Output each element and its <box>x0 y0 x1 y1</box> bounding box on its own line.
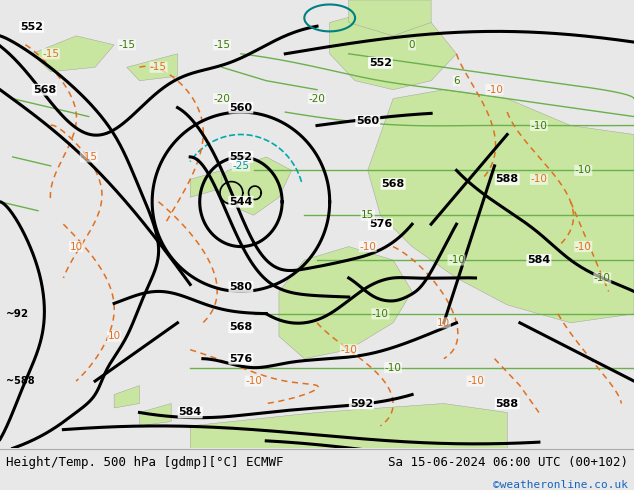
Polygon shape <box>32 36 114 72</box>
Text: 552: 552 <box>230 152 252 162</box>
Text: 15: 15 <box>361 210 374 220</box>
Text: -10: -10 <box>359 242 376 251</box>
Text: 588: 588 <box>496 398 519 409</box>
Text: 568: 568 <box>382 179 404 189</box>
Text: Height/Temp. 500 hPa [gdmp][°C] ECMWF: Height/Temp. 500 hPa [gdmp][°C] ECMWF <box>6 456 284 469</box>
Text: 588: 588 <box>496 174 519 184</box>
Polygon shape <box>190 171 222 197</box>
Text: 576: 576 <box>230 354 252 364</box>
Polygon shape <box>368 90 634 323</box>
Text: -10: -10 <box>575 242 592 251</box>
Text: 568: 568 <box>33 85 56 95</box>
Text: 560: 560 <box>230 102 252 113</box>
Text: -15: -15 <box>214 40 230 50</box>
Text: -10: -10 <box>372 309 389 319</box>
Polygon shape <box>114 386 139 408</box>
Text: ~588: ~588 <box>6 376 35 386</box>
Text: 576: 576 <box>369 219 392 229</box>
Text: 592: 592 <box>350 398 373 409</box>
Text: -25: -25 <box>233 161 249 171</box>
Polygon shape <box>279 246 412 359</box>
Text: -10: -10 <box>245 376 262 386</box>
Text: -15: -15 <box>150 62 167 72</box>
Text: 10: 10 <box>437 318 450 328</box>
Text: 544: 544 <box>230 197 252 207</box>
Text: 0: 0 <box>409 40 415 50</box>
Text: -15: -15 <box>42 49 59 59</box>
Text: -10: -10 <box>531 174 547 184</box>
Text: 560: 560 <box>356 116 379 126</box>
Text: -10: -10 <box>486 85 503 95</box>
Text: 552: 552 <box>20 22 43 32</box>
Text: -10: -10 <box>448 255 465 265</box>
Text: 10: 10 <box>70 242 82 251</box>
Text: ©weatheronline.co.uk: ©weatheronline.co.uk <box>493 480 628 490</box>
Polygon shape <box>190 404 507 448</box>
Text: Sa 15-06-2024 06:00 UTC (00+102): Sa 15-06-2024 06:00 UTC (00+102) <box>387 456 628 469</box>
Text: ~92: ~92 <box>6 309 29 319</box>
Text: 10: 10 <box>108 331 120 341</box>
Text: -15: -15 <box>119 40 135 50</box>
Polygon shape <box>216 157 292 215</box>
Text: -10: -10 <box>467 376 484 386</box>
Text: -20: -20 <box>214 94 230 104</box>
Text: 580: 580 <box>230 282 252 292</box>
Text: -10: -10 <box>531 121 547 130</box>
Text: -15: -15 <box>81 152 97 162</box>
Text: -10: -10 <box>575 165 592 175</box>
Text: -20: -20 <box>309 94 325 104</box>
Text: 584: 584 <box>179 408 202 417</box>
Text: -10: -10 <box>385 363 401 373</box>
Polygon shape <box>139 404 171 426</box>
Text: 584: 584 <box>527 255 550 265</box>
Polygon shape <box>330 9 456 90</box>
Text: -10: -10 <box>594 273 611 283</box>
Text: 552: 552 <box>369 58 392 68</box>
Text: -10: -10 <box>340 344 357 355</box>
Polygon shape <box>127 54 178 81</box>
Text: 568: 568 <box>230 322 252 332</box>
Text: 6: 6 <box>453 75 460 86</box>
Polygon shape <box>349 0 431 36</box>
